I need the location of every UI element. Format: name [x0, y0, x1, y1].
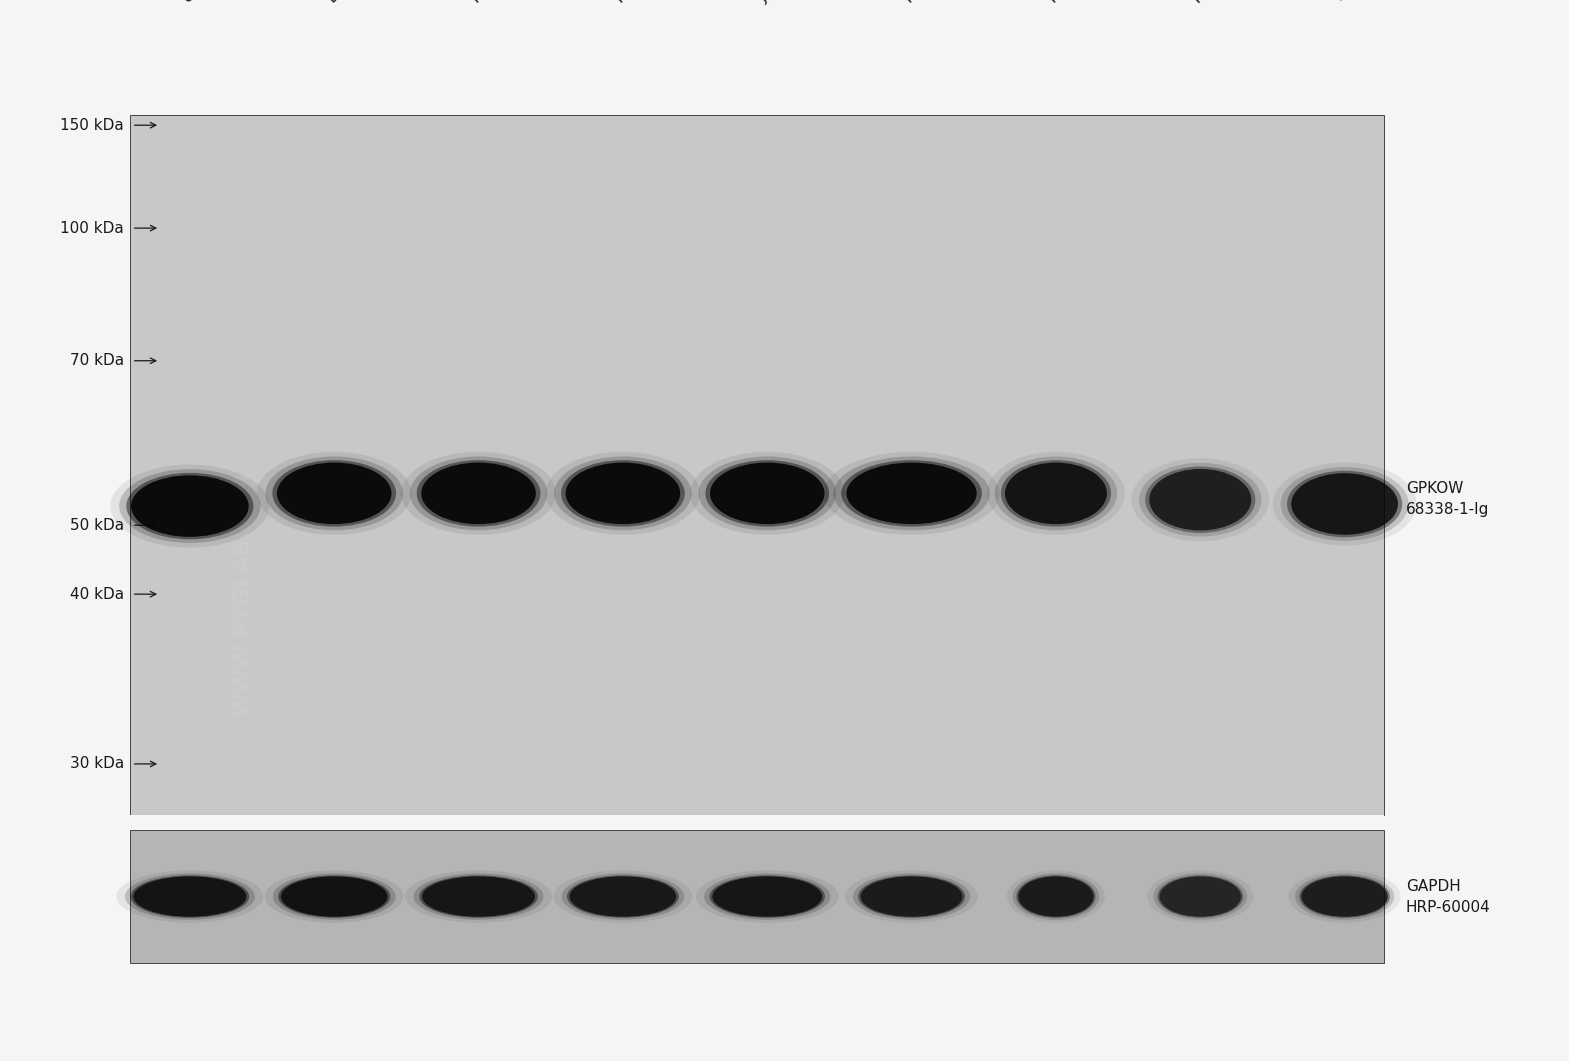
Ellipse shape [846, 463, 976, 524]
Ellipse shape [709, 463, 825, 524]
Ellipse shape [265, 870, 403, 923]
Ellipse shape [566, 875, 679, 918]
Text: 150 kDa: 150 kDa [60, 118, 124, 133]
Ellipse shape [402, 452, 555, 535]
Ellipse shape [554, 870, 692, 923]
Text: HeLa: HeLa [468, 0, 507, 5]
Text: NIH/3T3: NIH/3T3 [1189, 0, 1244, 5]
Ellipse shape [1145, 467, 1255, 533]
Ellipse shape [1159, 876, 1241, 917]
Ellipse shape [1139, 463, 1261, 537]
Text: GPKOW
68338-1-Ig: GPKOW 68338-1-Ig [1406, 481, 1489, 517]
Ellipse shape [133, 876, 246, 917]
Text: 100 kDa: 100 kDa [60, 221, 124, 236]
Ellipse shape [417, 460, 540, 526]
Ellipse shape [1158, 875, 1243, 918]
Text: GAPDH
HRP-60004: GAPDH HRP-60004 [1406, 879, 1491, 915]
Text: Jurkat: Jurkat [756, 0, 799, 5]
Text: 4T1: 4T1 [1334, 0, 1365, 5]
Bar [130, 115, 1384, 815]
Ellipse shape [1272, 463, 1417, 545]
Text: U2OS: U2OS [179, 0, 220, 5]
Ellipse shape [126, 873, 254, 920]
Ellipse shape [858, 875, 965, 918]
Ellipse shape [833, 456, 990, 530]
Text: WWW.PTGLAB.COM: WWW.PTGLAB.COM [234, 472, 253, 716]
Text: HSC-T6: HSC-T6 [1045, 0, 1095, 5]
Ellipse shape [562, 460, 684, 526]
Ellipse shape [1294, 873, 1395, 920]
Ellipse shape [565, 463, 681, 524]
Ellipse shape [1149, 469, 1252, 530]
Ellipse shape [410, 456, 548, 530]
Text: 50 kDa: 50 kDa [71, 518, 124, 533]
Ellipse shape [860, 876, 962, 917]
Ellipse shape [1007, 870, 1105, 923]
Ellipse shape [126, 473, 254, 539]
Ellipse shape [420, 463, 535, 524]
Ellipse shape [987, 452, 1125, 535]
Ellipse shape [1017, 875, 1095, 918]
Ellipse shape [119, 469, 260, 543]
Ellipse shape [698, 456, 836, 530]
Text: 70 kDa: 70 kDa [71, 353, 124, 368]
Ellipse shape [546, 452, 700, 535]
Ellipse shape [422, 876, 535, 917]
Ellipse shape [1018, 876, 1094, 917]
Ellipse shape [841, 460, 982, 526]
Ellipse shape [995, 456, 1117, 530]
Ellipse shape [704, 873, 830, 920]
Ellipse shape [130, 475, 248, 537]
Ellipse shape [116, 870, 264, 923]
Ellipse shape [1299, 875, 1390, 918]
Text: HEK-293: HEK-293 [612, 0, 668, 5]
Bar [130, 830, 1384, 963]
Ellipse shape [1280, 467, 1409, 541]
Ellipse shape [854, 873, 970, 920]
Ellipse shape [414, 873, 543, 920]
Bar [130, 815, 1384, 830]
Ellipse shape [281, 876, 388, 917]
Ellipse shape [276, 463, 392, 524]
Text: K-562: K-562 [901, 0, 941, 5]
Ellipse shape [1006, 463, 1108, 524]
Ellipse shape [1131, 458, 1269, 541]
Ellipse shape [273, 873, 395, 920]
Ellipse shape [1288, 870, 1401, 923]
Ellipse shape [1291, 473, 1398, 535]
Ellipse shape [712, 876, 822, 917]
Ellipse shape [706, 460, 828, 526]
Ellipse shape [1147, 870, 1254, 923]
Text: 30 kDa: 30 kDa [69, 756, 124, 771]
Ellipse shape [405, 870, 552, 923]
Ellipse shape [695, 870, 838, 923]
Ellipse shape [709, 875, 825, 918]
Ellipse shape [570, 876, 676, 917]
Ellipse shape [130, 875, 249, 918]
Ellipse shape [278, 875, 391, 918]
Ellipse shape [1001, 460, 1111, 526]
Ellipse shape [562, 873, 684, 920]
Ellipse shape [690, 452, 844, 535]
Text: LNCaP: LNCaP [323, 0, 369, 5]
Ellipse shape [110, 465, 270, 547]
Ellipse shape [846, 870, 977, 923]
Ellipse shape [273, 460, 395, 526]
Ellipse shape [265, 456, 403, 530]
Ellipse shape [1302, 876, 1389, 917]
Ellipse shape [1153, 873, 1247, 920]
Ellipse shape [1012, 873, 1100, 920]
Ellipse shape [419, 875, 538, 918]
Text: 40 kDa: 40 kDa [71, 587, 124, 602]
Ellipse shape [824, 452, 999, 535]
Ellipse shape [257, 452, 411, 535]
Ellipse shape [554, 456, 692, 530]
Ellipse shape [1287, 471, 1403, 537]
